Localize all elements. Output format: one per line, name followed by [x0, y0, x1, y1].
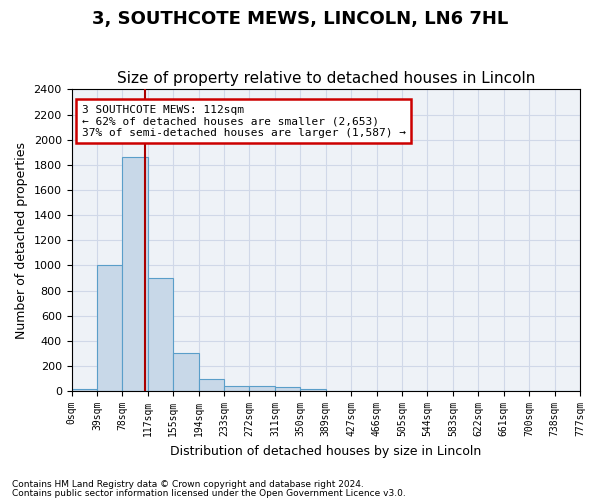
Bar	[97, 266, 122, 391]
Bar	[250, 386, 275, 391]
Y-axis label: Number of detached properties: Number of detached properties	[15, 142, 28, 339]
Bar	[275, 388, 301, 391]
Text: 3 SOUTHCOTE MEWS: 112sqm
← 62% of detached houses are smaller (2,653)
37% of sem: 3 SOUTHCOTE MEWS: 112sqm ← 62% of detach…	[82, 104, 406, 138]
Text: Contains public sector information licensed under the Open Government Licence v3: Contains public sector information licen…	[12, 488, 406, 498]
Bar	[199, 378, 224, 391]
Bar	[148, 278, 173, 391]
Bar	[224, 386, 250, 391]
Text: 3, SOUTHCOTE MEWS, LINCOLN, LN6 7HL: 3, SOUTHCOTE MEWS, LINCOLN, LN6 7HL	[92, 10, 508, 28]
Bar	[173, 354, 199, 391]
X-axis label: Distribution of detached houses by size in Lincoln: Distribution of detached houses by size …	[170, 444, 481, 458]
Bar	[301, 388, 326, 391]
Title: Size of property relative to detached houses in Lincoln: Size of property relative to detached ho…	[116, 70, 535, 86]
Text: Contains HM Land Registry data © Crown copyright and database right 2024.: Contains HM Land Registry data © Crown c…	[12, 480, 364, 489]
Bar	[122, 158, 148, 391]
Bar	[71, 388, 97, 391]
